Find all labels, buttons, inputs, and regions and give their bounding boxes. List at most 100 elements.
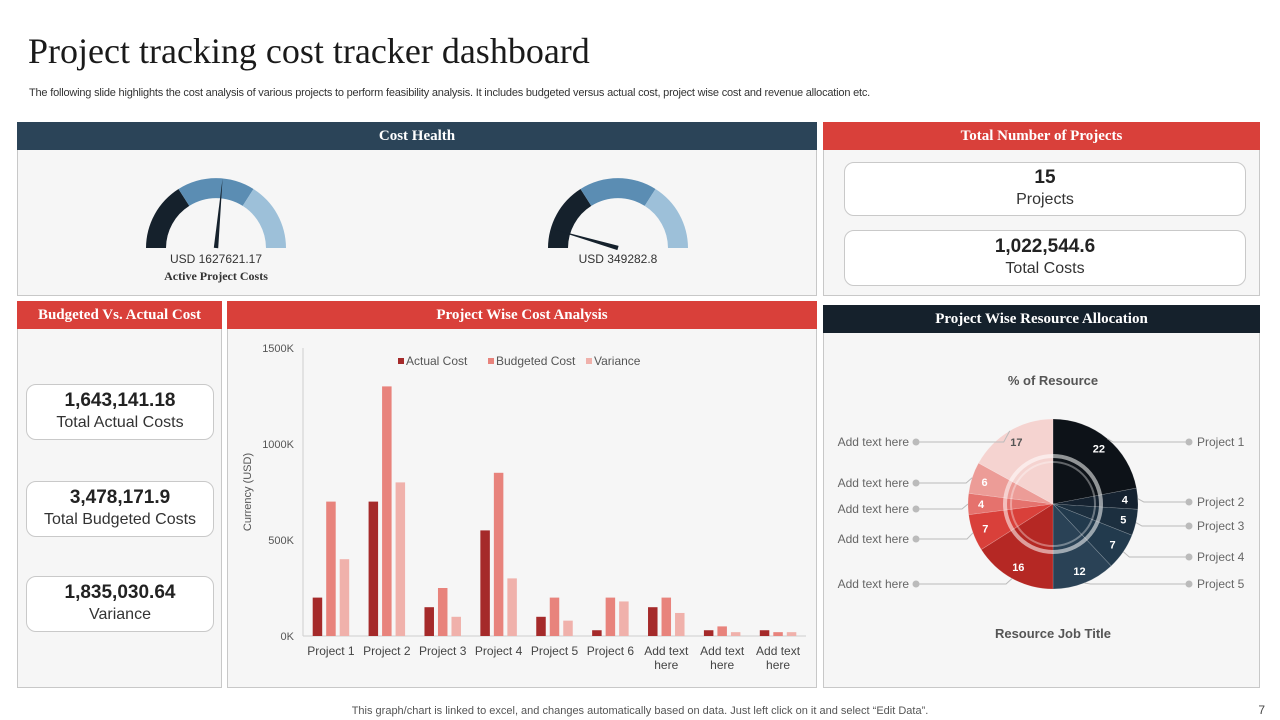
gauge-1 — [146, 178, 286, 249]
project-count-card: 15 Projects — [844, 162, 1246, 216]
pie-leader-dot — [912, 438, 920, 446]
total-budgeted-costs-value: 3,478,171.9 — [69, 487, 171, 509]
y-tick-label: 1500K — [262, 343, 294, 355]
pie-slice — [1052, 487, 1139, 510]
bar-actual-cost — [759, 630, 770, 636]
bar-budgeted-cost — [382, 386, 392, 636]
cost-health-panel: Cost Health USD 1627621.17 Active Projec… — [17, 122, 817, 296]
variance-label: Variance — [89, 606, 151, 623]
bar-actual-cost — [480, 530, 490, 636]
total-costs-value: 1,022,544.6 — [994, 236, 1096, 258]
x-tick-label: Add text — [644, 644, 689, 658]
bar-actual-cost — [648, 607, 658, 636]
bar-budgeted-cost — [493, 472, 504, 636]
bar-budgeted-cost — [717, 626, 727, 636]
x-tick-label: here — [766, 658, 790, 672]
legend-swatch — [586, 358, 592, 364]
pie-legend-label: Project 2 — [1197, 495, 1245, 509]
pie-legend-label: Project 3 — [1197, 519, 1245, 533]
pie-leader-line — [916, 532, 974, 540]
bar-budgeted-cost — [661, 597, 672, 636]
pie-leader-line — [1122, 551, 1189, 558]
pie-slice — [980, 503, 1054, 590]
bar-budgeted-cost — [549, 597, 560, 636]
page-title: Project tracking cost tracker dashboard — [28, 31, 590, 71]
y-tick-label: 1000K — [262, 439, 294, 451]
bar-actual-cost — [312, 597, 323, 636]
pie-legend-label: Add text here — [838, 502, 910, 516]
bar-actual-cost — [703, 630, 714, 636]
pie-legend-label: Add text here — [838, 532, 910, 546]
gauge-1-needle — [213, 178, 223, 249]
pie-value-label: 22 — [1093, 444, 1105, 456]
pie-inner-ring-thin — [1010, 461, 1096, 547]
x-tick-label: Add text — [756, 644, 801, 658]
gauge-2-label: USD 349282.8 — [578, 252, 658, 266]
project-wise-panel: Project Wise Cost Analysis 0K 500K 1000K 15… — [227, 301, 817, 688]
pie-value-label: 17 — [1010, 437, 1022, 449]
footer-note: This graph/chart is linked to excel, and… — [351, 705, 929, 717]
pie-leader-dot — [912, 535, 920, 543]
total-actual-costs-value: 1,643,141.18 — [64, 390, 176, 412]
y-tick-label: 500K — [268, 535, 294, 547]
pie-legend-label: Project 1 — [1197, 435, 1245, 449]
total-costs-card: 1,022,544.6 Total Costs — [844, 230, 1246, 286]
x-tick-label: Project 2 — [363, 644, 411, 658]
x-tick-label: Add text — [700, 644, 745, 658]
bar-actual-cost — [592, 630, 602, 636]
y-axis-label: Currency (USD) — [242, 453, 254, 531]
pie-legend-label: Add text here — [838, 577, 910, 591]
pie-leader-line — [916, 578, 1013, 585]
variance-value: 1,835,030.64 — [64, 582, 176, 604]
pie-footer-label: Resource Job Title — [995, 626, 1111, 641]
gauge-2-arc-light — [644, 189, 688, 248]
gauge-1-sublabel: Active Project Costs — [164, 269, 268, 283]
pie-legend-label: Add text here — [838, 435, 910, 449]
legend-label: Variance — [594, 354, 641, 368]
pie-legend-label: Project 5 — [1197, 577, 1245, 591]
bar-actual-cost — [368, 501, 379, 636]
bar-budgeted-cost — [773, 632, 783, 636]
total-projects-panel: Total Number of Projects 15 Projects 1,0… — [823, 122, 1260, 296]
total-budgeted-costs-card: 3,478,171.9 Total Budgeted Costs — [26, 481, 214, 537]
pie-leader-dot — [1185, 522, 1193, 530]
gauge-1-label: USD 1627621.17 — [169, 252, 263, 266]
resource-pie-chart: % of Resource Resource Job Title 22 Project… — [838, 373, 1245, 641]
pie-leader-dot — [912, 580, 920, 588]
pie-leader-line — [916, 503, 969, 510]
pie-leader-line — [916, 477, 973, 484]
bar-variance — [786, 632, 797, 636]
pie-legend-label: Project 4 — [1197, 550, 1245, 564]
variance-card: 1,835,030.64 Variance — [26, 576, 214, 632]
pie-legend-label: Add text here — [838, 476, 910, 490]
resource-panel: Project Wise Resource Allocation % of Re… — [823, 305, 1260, 688]
pie-value-label: 12 — [1073, 566, 1085, 578]
pie-title: % of Resource — [1008, 373, 1098, 388]
pie-slice — [1052, 503, 1112, 590]
x-tick-label: Project 4 — [475, 644, 523, 658]
project-count-value: 15 — [1034, 167, 1056, 189]
page-subtitle: The following slide highlights the cost … — [29, 87, 871, 99]
pie-slice — [1052, 503, 1133, 567]
pie-leader-line — [1106, 438, 1189, 443]
bar-variance — [563, 620, 573, 636]
x-tick-label: here — [654, 658, 678, 672]
gauge-1-arc-light — [242, 189, 286, 248]
pie-leader-dot — [912, 479, 920, 487]
pie-leader-line — [916, 430, 1011, 443]
x-tick-label: Project 5 — [531, 644, 579, 658]
total-costs-label: Total Costs — [1005, 260, 1085, 277]
legend-label: Actual Cost — [406, 354, 468, 368]
pie-value-label: 5 — [1120, 515, 1126, 527]
legend-label: Budgeted Cost — [496, 354, 576, 368]
resource-header: Project Wise Resource Allocation — [823, 305, 1260, 333]
bar-actual-cost — [536, 616, 546, 636]
legend-swatch — [488, 358, 494, 364]
total-actual-costs-label: Total Actual Costs — [56, 414, 184, 431]
gauge-1-arc-dark — [146, 189, 190, 248]
pie-leader-dot — [1185, 438, 1193, 446]
pie-value-label: 7 — [982, 523, 988, 535]
bar-variance — [675, 612, 685, 636]
bar-actual-cost — [424, 607, 434, 636]
page-number: 7 — [1258, 703, 1265, 717]
